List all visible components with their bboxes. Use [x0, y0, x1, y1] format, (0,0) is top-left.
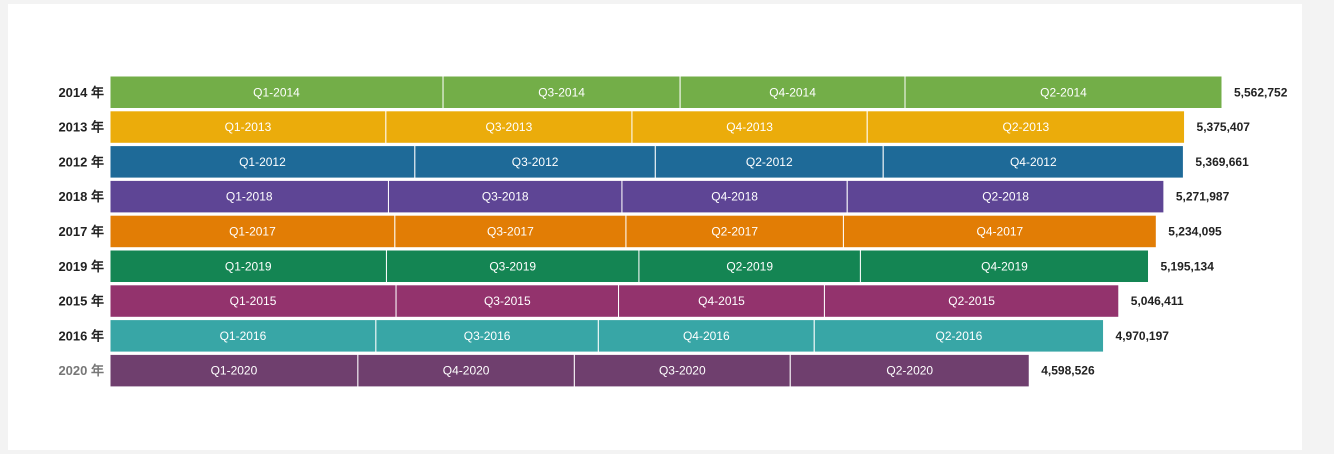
- segment-label: Q3-2014: [538, 85, 585, 99]
- segment-label: Q3-2015: [484, 294, 531, 308]
- bar-segment[interactable]: [394, 214, 627, 249]
- bar-segment[interactable]: [385, 249, 640, 283]
- segment-label: Q2-2018: [982, 190, 1029, 204]
- bar-segment[interactable]: [597, 319, 815, 353]
- row-label: 2020 年: [58, 363, 104, 378]
- row-label: 2017 年: [58, 224, 104, 239]
- bar-segment[interactable]: [789, 353, 1030, 388]
- segment-label: Q4-2017: [977, 224, 1024, 238]
- bar-segment[interactable]: [385, 110, 633, 144]
- bar-segment[interactable]: [109, 75, 444, 109]
- total-label: 5,562,752: [1234, 85, 1288, 99]
- segment-label: Q2-2020: [886, 364, 933, 378]
- total-label: 5,375,407: [1197, 120, 1251, 134]
- chart-card: 2014 年 Q1-2014 Q3-2014 Q4-2014 Q2-2014 5,562,…: [8, 4, 1302, 450]
- segment-label: Q1-2018: [226, 190, 273, 204]
- total-label: 5,369,661: [1195, 155, 1249, 169]
- bar-segment[interactable]: [109, 179, 389, 214]
- segment-label: Q1-2014: [253, 85, 300, 99]
- bar-segment[interactable]: [638, 249, 861, 283]
- stacked-bar-chart: 2014 年 Q1-2014 Q3-2014 Q4-2014 Q2-2014 5,562,…: [58, 75, 1288, 388]
- total-label: 5,195,134: [1161, 259, 1215, 273]
- segment-label: Q3-2012: [512, 155, 559, 169]
- segment-label: Q4-2015: [698, 294, 745, 308]
- segment-label: Q4-2020: [443, 364, 490, 378]
- bar-segment[interactable]: [109, 145, 416, 179]
- segment-label: Q3-2020: [659, 364, 706, 378]
- row-label: 2016 年: [58, 328, 104, 343]
- total-label: 4,598,526: [1041, 364, 1095, 378]
- bar-segment[interactable]: [442, 75, 681, 109]
- bar-segment[interactable]: [882, 145, 1184, 179]
- bar-segment[interactable]: [631, 110, 868, 144]
- segment-label: Q4-2018: [711, 190, 758, 204]
- bar-segment[interactable]: [414, 145, 656, 179]
- bar-segment[interactable]: [625, 214, 844, 249]
- row-label: 2012 年: [58, 154, 104, 169]
- segment-label: Q1-2016: [220, 329, 267, 343]
- segment-label: Q1-2015: [230, 294, 277, 308]
- bar-segment[interactable]: [109, 214, 396, 249]
- segment-label: Q2-2012: [746, 155, 793, 169]
- bar-segment[interactable]: [904, 75, 1223, 109]
- segment-label: Q1-2013: [225, 120, 272, 134]
- bar-segment[interactable]: [823, 284, 1120, 318]
- bar-segment[interactable]: [813, 319, 1105, 353]
- segment-label: Q3-2018: [482, 190, 529, 204]
- bar-segment[interactable]: [387, 179, 623, 214]
- segment-label: Q2-2014: [1040, 85, 1087, 99]
- total-label: 5,271,987: [1176, 190, 1230, 204]
- segment-label: Q1-2012: [239, 155, 286, 169]
- bar-segment[interactable]: [109, 319, 377, 353]
- bar-segment[interactable]: [842, 214, 1157, 249]
- row-label: 2018 年: [58, 189, 104, 204]
- total-label: 4,970,197: [1116, 329, 1170, 343]
- row-label: 2014 年: [58, 85, 104, 100]
- segment-label: Q4-2013: [726, 120, 773, 134]
- bar-segment[interactable]: [618, 284, 825, 318]
- segment-label: Q4-2014: [769, 85, 816, 99]
- segment-label: Q2-2013: [1003, 120, 1050, 134]
- bar-segment[interactable]: [109, 249, 387, 283]
- bar-segment[interactable]: [846, 179, 1165, 214]
- segment-label: Q3-2016: [464, 329, 511, 343]
- bar-segment[interactable]: [357, 353, 575, 388]
- segment-label: Q4-2016: [683, 329, 730, 343]
- row-label: 2019 年: [58, 259, 104, 274]
- row-label: 2015 年: [58, 294, 104, 309]
- segment-label: Q3-2019: [489, 259, 536, 273]
- total-label: 5,046,411: [1131, 294, 1184, 308]
- bar-segment[interactable]: [866, 110, 1186, 144]
- segment-label: Q2-2015: [948, 294, 995, 308]
- segment-label: Q2-2019: [726, 259, 773, 273]
- segment-label: Q2-2017: [711, 224, 758, 238]
- segment-label: Q1-2020: [211, 364, 258, 378]
- bar-segment[interactable]: [679, 75, 906, 109]
- bar-segment[interactable]: [109, 110, 387, 144]
- segment-label: Q3-2013: [486, 120, 533, 134]
- bar-segment[interactable]: [859, 249, 1150, 283]
- total-label: 5,234,095: [1168, 224, 1222, 238]
- row-label: 2013 年: [58, 120, 104, 135]
- segment-label: Q4-2012: [1010, 155, 1057, 169]
- segment-label: Q4-2019: [981, 259, 1028, 273]
- bar-segment[interactable]: [573, 353, 791, 388]
- segment-label: Q1-2017: [229, 224, 276, 238]
- segment-label: Q2-2016: [936, 329, 983, 343]
- segment-label: Q3-2017: [487, 224, 534, 238]
- segment-label: Q1-2019: [225, 259, 272, 273]
- bar-segment[interactable]: [109, 284, 397, 318]
